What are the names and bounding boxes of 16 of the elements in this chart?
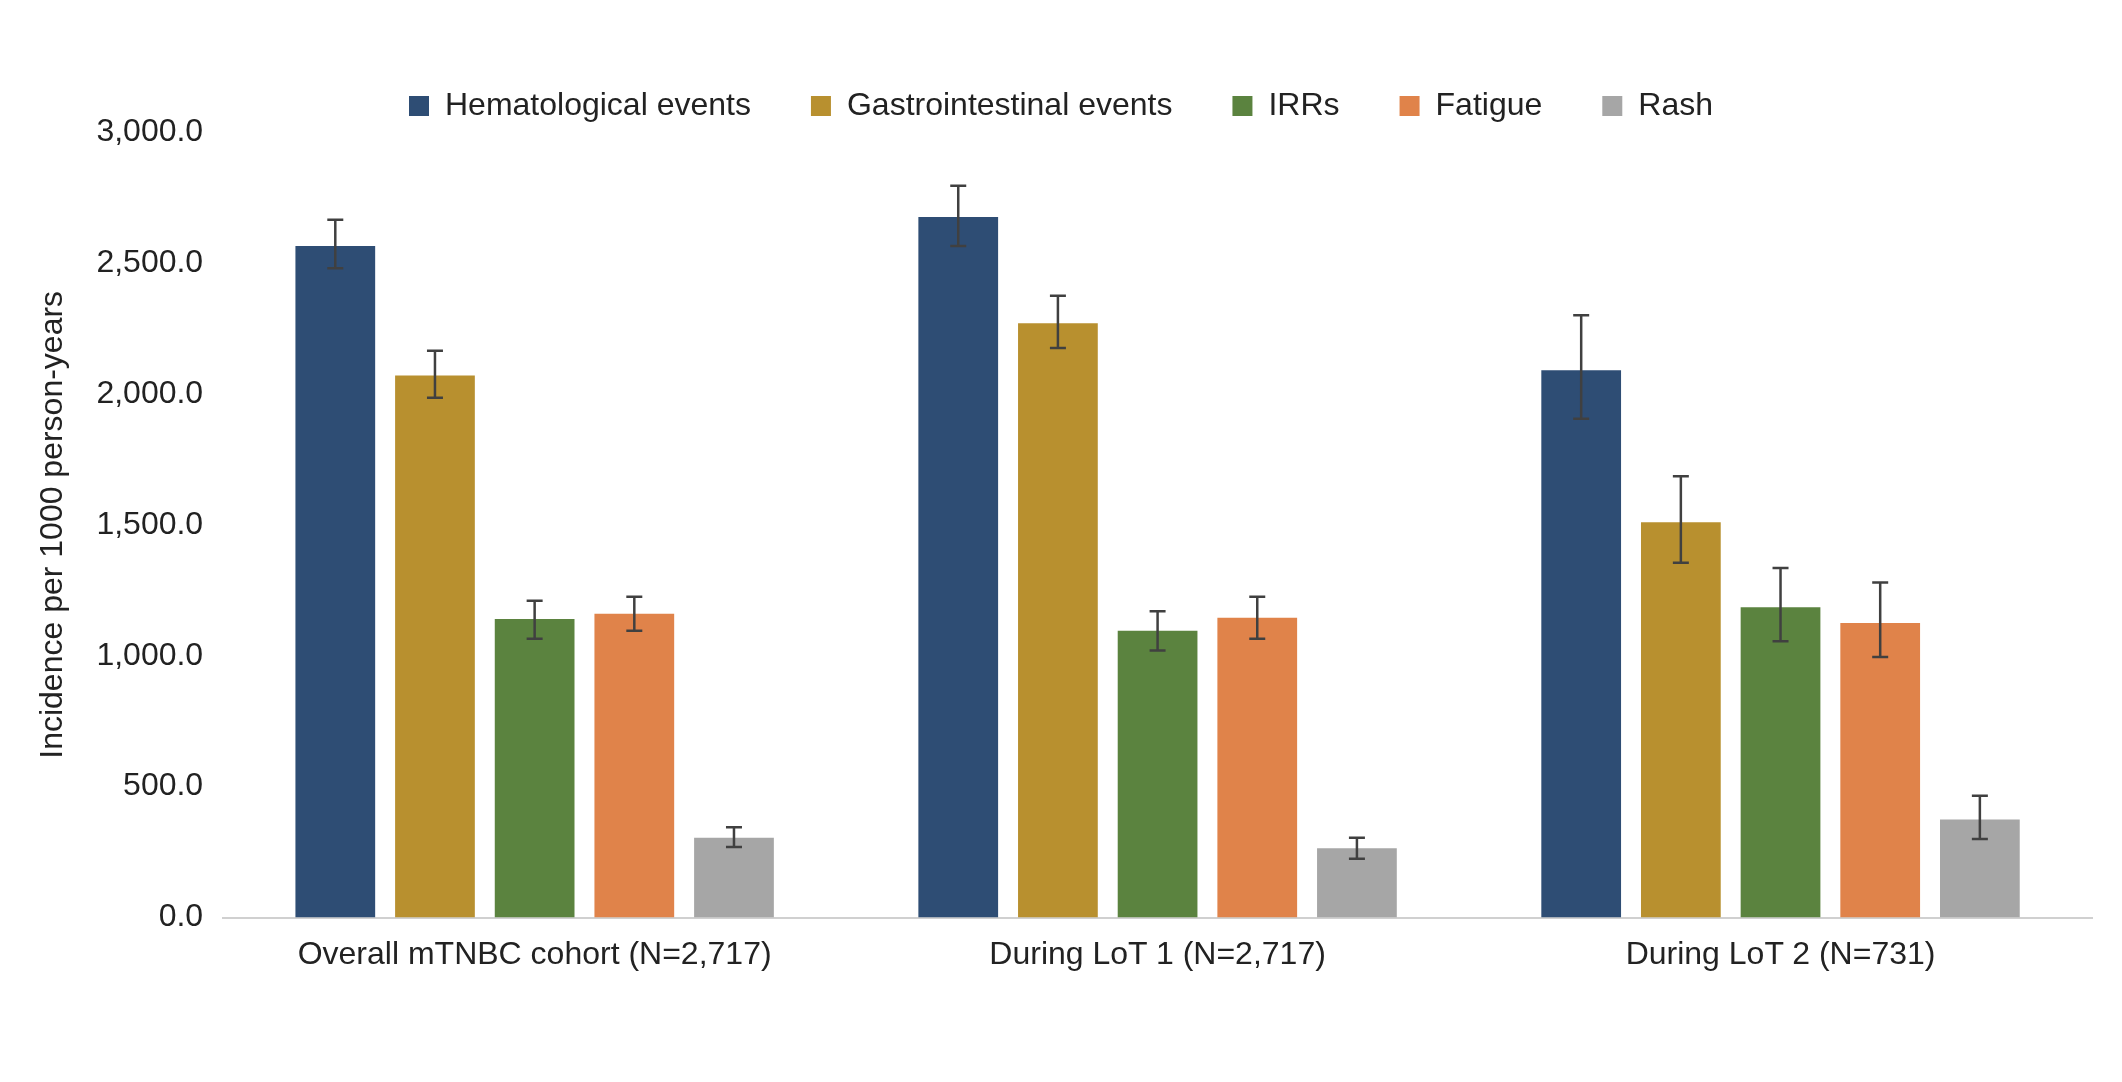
x-tick-label: Overall mTNBC cohort (N=2,717) bbox=[297, 934, 772, 971]
legend-label: IRRs bbox=[1268, 85, 1340, 122]
y-tick-label: 3,000.0 bbox=[96, 111, 204, 148]
legend-label: Rash bbox=[1638, 85, 1713, 122]
legend-label: Fatigue bbox=[1435, 85, 1543, 122]
x-tick-label: During LoT 1 (N=2,717) bbox=[989, 934, 1326, 971]
legend-label: Gastrointestinal events bbox=[846, 85, 1173, 122]
y-axis-title: Incidence per 1000 person-years bbox=[33, 290, 70, 759]
y-tick-label: 1,500.0 bbox=[96, 504, 204, 541]
x-tick-label: During LoT 2 (N=731) bbox=[1625, 934, 1936, 971]
y-tick-label: 2,000.0 bbox=[96, 373, 204, 410]
y-tick-label: 500.0 bbox=[123, 766, 204, 803]
y-tick-label: 2,500.0 bbox=[96, 242, 204, 279]
y-tick-label: 0.0 bbox=[158, 897, 204, 934]
y-tick-label: 1,000.0 bbox=[96, 635, 204, 672]
legend-label: Hematological events bbox=[445, 85, 751, 122]
